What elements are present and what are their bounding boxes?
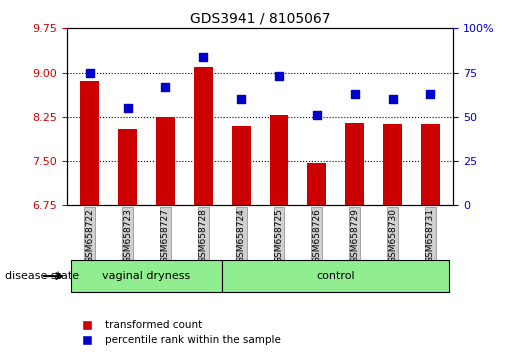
Text: GSM658729: GSM658729	[350, 208, 359, 263]
Text: GSM658725: GSM658725	[274, 208, 284, 263]
Point	[85, 70, 94, 75]
Text: GSM658722: GSM658722	[85, 208, 94, 263]
Bar	[156, 117, 175, 354]
Text: GSM658730: GSM658730	[388, 208, 397, 263]
Point	[237, 96, 245, 102]
Title: GDS3941 / 8105067: GDS3941 / 8105067	[190, 12, 330, 26]
Point	[161, 84, 169, 90]
Text: vaginal dryness: vaginal dryness	[102, 271, 191, 281]
Text: GSM658727: GSM658727	[161, 208, 170, 263]
Point	[124, 105, 132, 111]
Text: GSM658728: GSM658728	[199, 208, 208, 263]
Point	[426, 91, 435, 97]
Bar	[80, 81, 99, 354]
Point	[351, 91, 359, 97]
Text: disease state: disease state	[5, 271, 79, 281]
Legend: transformed count, percentile rank within the sample: transformed count, percentile rank withi…	[72, 316, 285, 349]
Text: GSM658726: GSM658726	[313, 208, 321, 263]
Point	[199, 54, 208, 59]
Bar	[421, 124, 440, 354]
Text: GSM658724: GSM658724	[236, 208, 246, 263]
Bar	[307, 163, 327, 354]
Point	[313, 112, 321, 118]
Bar	[345, 123, 364, 354]
Bar	[232, 126, 251, 354]
Point	[275, 73, 283, 79]
Bar	[118, 129, 137, 354]
Text: GSM658723: GSM658723	[123, 208, 132, 263]
Text: control: control	[317, 271, 355, 281]
Bar	[269, 115, 288, 354]
Point	[388, 96, 397, 102]
FancyBboxPatch shape	[222, 260, 450, 292]
Bar	[383, 125, 402, 354]
Bar	[194, 67, 213, 354]
FancyBboxPatch shape	[71, 260, 222, 292]
Text: GSM658731: GSM658731	[426, 208, 435, 263]
